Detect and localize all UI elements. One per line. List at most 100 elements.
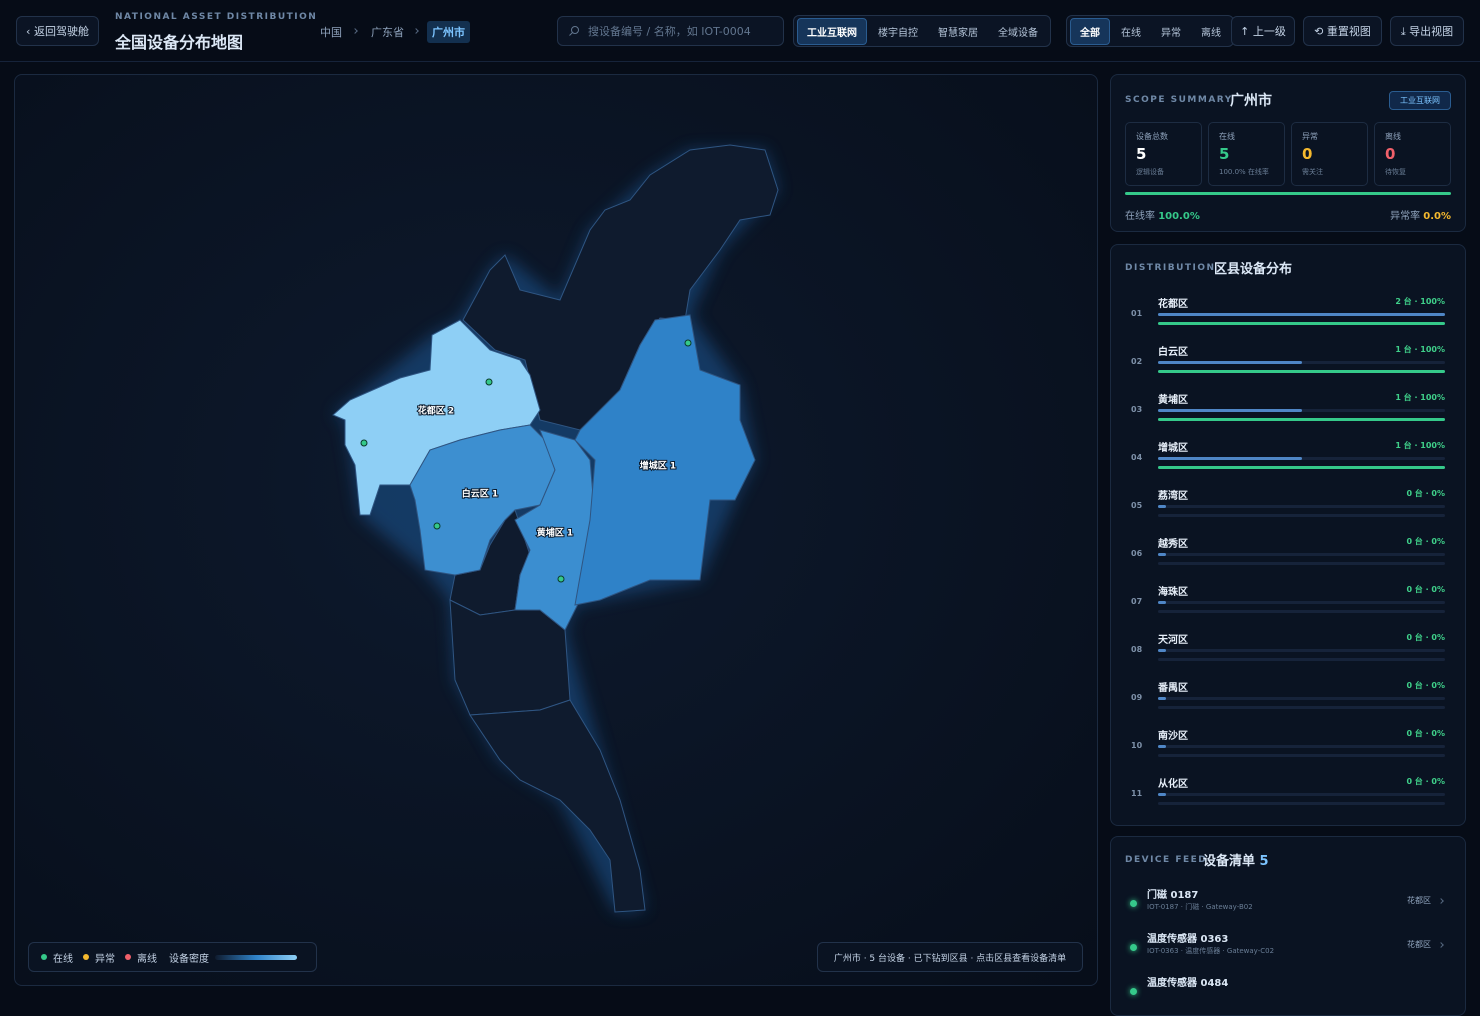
district-name: 增城区 — [1158, 443, 1188, 454]
district-count-label: 0 台 · 0% — [1406, 633, 1445, 642]
status-tab[interactable]: 离线 — [1201, 27, 1221, 39]
district-row[interactable]: 09 番禺区 0 台 · 0% — [1125, 679, 1445, 719]
online-track — [1158, 754, 1445, 757]
count-bar — [1158, 793, 1166, 796]
device-meta: IOT-0363 · 温度传感器 · Gateway-C02 — [1147, 947, 1275, 955]
district-row[interactable]: 10 南沙区 0 台 · 0% — [1125, 727, 1445, 767]
district-count-label: 0 台 · 0% — [1406, 729, 1445, 738]
region-nansha[interactable] — [469, 699, 646, 913]
legend-label: 在线 — [53, 953, 73, 965]
device-dot[interactable] — [684, 339, 692, 347]
district-row[interactable]: 07 海珠区 0 台 · 0% — [1125, 583, 1445, 623]
stat-card: 在线 5 100.0% 在线率 — [1208, 122, 1285, 186]
status-tab[interactable]: 全部 — [1070, 17, 1110, 45]
district-row[interactable]: 01 花都区 2 台 · 100% — [1125, 295, 1445, 335]
search-placeholder: 搜设备编号 / 名称，如 IOT-0004 — [588, 25, 751, 38]
legend-label: 离线 — [137, 953, 157, 965]
count-track — [1158, 697, 1445, 700]
scene-tab[interactable]: 全域设备 — [998, 27, 1038, 39]
online-bar — [1158, 466, 1445, 469]
device-name: 温度传感器 0363 — [1147, 934, 1229, 945]
status-tab[interactable]: 在线 — [1121, 27, 1141, 39]
summary-eyebrow: SCOPE SUMMARY — [1125, 95, 1233, 105]
label: 在线率 — [1125, 211, 1155, 222]
action-button[interactable]: ↑ 上一级 — [1231, 16, 1295, 46]
count-track — [1158, 745, 1445, 748]
action-button[interactable]: ⤓ 导出视图 — [1390, 16, 1464, 46]
status-dot — [1130, 900, 1137, 907]
district-row[interactable]: 11 从化区 0 台 · 0% — [1125, 775, 1445, 815]
online-bar — [1158, 322, 1445, 325]
device-dot[interactable] — [557, 575, 565, 583]
feed-panel — [1110, 836, 1466, 1016]
stat-sub: 需关注 — [1302, 168, 1323, 176]
online-bar — [1158, 418, 1445, 421]
district-count-label: 2 台 · 100% — [1395, 297, 1445, 306]
count-track — [1158, 457, 1445, 460]
region-panyu[interactable] — [449, 599, 571, 716]
district-name: 黄埔区 — [1158, 395, 1188, 406]
status-tab[interactable]: 异常 — [1161, 27, 1181, 39]
district-name: 番禺区 — [1158, 683, 1188, 694]
device-item[interactable]: 温度传感器 0484 — [1125, 974, 1451, 1014]
online-track — [1158, 610, 1445, 613]
scene-tab[interactable]: 楼宇自控 — [878, 27, 918, 39]
rank: 02 — [1131, 357, 1143, 366]
rank: 05 — [1131, 501, 1143, 510]
count-track — [1158, 553, 1445, 556]
rank: 06 — [1131, 549, 1143, 558]
stat-card: 异常 0 需关注 — [1291, 122, 1368, 186]
rank: 07 — [1131, 597, 1143, 606]
district-name: 荔湾区 — [1158, 491, 1188, 502]
label: 异常率 — [1390, 211, 1421, 222]
rank: 09 — [1131, 693, 1143, 702]
region-zengcheng[interactable] — [574, 314, 756, 606]
district-row[interactable]: 03 黄埔区 1 台 · 100% — [1125, 391, 1445, 431]
stat-sub: 待恢复 — [1385, 168, 1406, 176]
district-name: 海珠区 — [1158, 587, 1188, 598]
device-item[interactable]: 温度传感器 0363 IOT-0363 · 温度传感器 · Gateway-C02… — [1125, 930, 1451, 970]
device-dot[interactable] — [360, 439, 368, 447]
breadcrumb[interactable]: 广东省 — [371, 26, 404, 39]
device-dot[interactable] — [433, 522, 441, 530]
legend-label: 异常 — [95, 953, 115, 965]
breadcrumb[interactable]: 中国 — [320, 26, 342, 39]
count-bar — [1158, 361, 1302, 364]
back-button[interactable]: ‹ 返回驾驶舱 — [16, 16, 99, 46]
district-count-label: 1 台 · 100% — [1395, 345, 1445, 354]
district-row[interactable]: 05 荔湾区 0 台 · 0% — [1125, 487, 1445, 527]
rank: 08 — [1131, 645, 1143, 654]
region-baiyun[interactable] — [409, 424, 556, 576]
feed-eyebrow: DEVICE FEED — [1125, 855, 1208, 865]
device-dot[interactable] — [485, 378, 493, 386]
rank: 10 — [1131, 741, 1143, 750]
count-bar — [1158, 649, 1166, 652]
district-name: 从化区 — [1158, 779, 1188, 790]
district-count-label: 0 台 · 0% — [1406, 489, 1445, 498]
online-rate: 100.0% — [1158, 211, 1200, 222]
district-row[interactable]: 04 增城区 1 台 · 100% — [1125, 439, 1445, 479]
district-row[interactable]: 06 越秀区 0 台 · 0% — [1125, 535, 1445, 575]
district-row[interactable]: 08 天河区 0 台 · 0% — [1125, 631, 1445, 671]
search-box[interactable]: 搜设备编号 / 名称，如 IOT-0004 — [557, 16, 784, 46]
device-name: 门磁 0187 — [1147, 890, 1199, 901]
action-button[interactable]: ⟲ 重置视图 — [1303, 16, 1382, 46]
scene-tab[interactable]: 工业互联网 — [797, 17, 867, 45]
status-dot — [1130, 944, 1137, 951]
device-item[interactable]: 门磁 0187 IOT-0187 · 门磁 · Gateway-B02 花都区 — [1125, 886, 1451, 926]
stat-sub: 100.0% 在线率 — [1219, 168, 1269, 176]
scene-tab[interactable]: 智慧家居 — [938, 27, 978, 39]
status-dot — [1130, 988, 1137, 995]
district-name: 花都区 — [1158, 299, 1188, 310]
region-label: 白云区 1 — [462, 488, 498, 500]
count-track — [1158, 505, 1445, 508]
district-count-label: 0 台 · 0% — [1406, 537, 1445, 546]
district-row[interactable]: 02 白云区 1 台 · 100% — [1125, 343, 1445, 383]
distribution-eyebrow: DISTRIBUTION — [1125, 263, 1216, 273]
density-scale — [215, 954, 297, 960]
stat-value: 0 — [1385, 145, 1396, 163]
legend-dot — [41, 954, 47, 960]
region-huangpu[interactable] — [514, 429, 596, 631]
count-track — [1158, 649, 1445, 652]
breadcrumb-current[interactable]: 广州市 — [427, 21, 470, 43]
